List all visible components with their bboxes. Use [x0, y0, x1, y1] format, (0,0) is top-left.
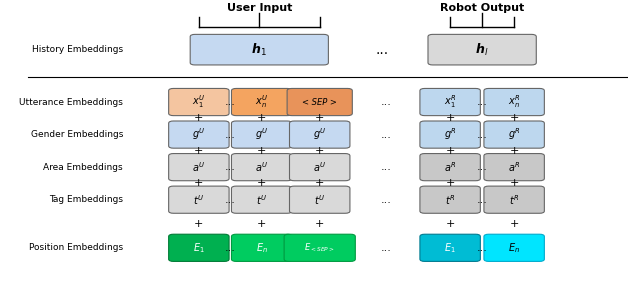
- Text: User Input: User Input: [227, 3, 292, 13]
- FancyBboxPatch shape: [420, 186, 480, 213]
- Text: Robot Output: Robot Output: [440, 3, 524, 13]
- Text: ...: ...: [477, 243, 487, 253]
- Text: $g^U$: $g^U$: [192, 127, 205, 142]
- FancyBboxPatch shape: [232, 154, 292, 181]
- Text: $t^U$: $t^U$: [256, 193, 268, 206]
- Text: $a^R$: $a^R$: [508, 160, 521, 174]
- Text: +: +: [445, 146, 455, 156]
- Text: ...: ...: [477, 162, 487, 172]
- Text: +: +: [315, 219, 325, 229]
- FancyBboxPatch shape: [420, 88, 480, 116]
- FancyBboxPatch shape: [232, 88, 292, 116]
- Text: ...: ...: [225, 195, 236, 205]
- Text: +: +: [315, 113, 325, 123]
- FancyBboxPatch shape: [484, 88, 544, 116]
- Text: $g^U$: $g^U$: [313, 127, 327, 142]
- Text: ...: ...: [381, 162, 391, 172]
- Text: +: +: [445, 113, 455, 123]
- Text: +: +: [194, 219, 203, 229]
- Text: +: +: [257, 146, 266, 156]
- Text: +: +: [194, 113, 203, 123]
- Text: Utterance Embeddings: Utterance Embeddings: [19, 98, 123, 106]
- Text: $E_1$: $E_1$: [193, 241, 205, 255]
- Text: +: +: [257, 219, 266, 229]
- Text: +: +: [194, 178, 203, 188]
- FancyBboxPatch shape: [169, 186, 229, 213]
- Text: $x_1^R$: $x_1^R$: [444, 94, 457, 110]
- Text: $t^U$: $t^U$: [314, 193, 325, 206]
- Text: $g^U$: $g^U$: [255, 127, 268, 142]
- Text: $g^R$: $g^R$: [444, 127, 457, 142]
- Text: ...: ...: [381, 243, 391, 253]
- Text: ...: ...: [376, 43, 389, 57]
- Text: ...: ...: [477, 97, 487, 107]
- FancyBboxPatch shape: [420, 234, 480, 261]
- Text: $E_{<SEP>}$: $E_{<SEP>}$: [305, 242, 335, 254]
- FancyBboxPatch shape: [290, 186, 350, 213]
- Text: $\boldsymbol{h}_l$: $\boldsymbol{h}_l$: [475, 42, 489, 58]
- FancyBboxPatch shape: [484, 154, 544, 181]
- Text: +: +: [257, 113, 266, 123]
- Text: ...: ...: [225, 243, 236, 253]
- Text: ...: ...: [381, 195, 391, 205]
- Text: Gender Embeddings: Gender Embeddings: [31, 130, 123, 139]
- FancyBboxPatch shape: [284, 234, 355, 261]
- Text: $x_n^R$: $x_n^R$: [508, 94, 521, 110]
- Text: $t^R$: $t^R$: [445, 193, 455, 206]
- FancyBboxPatch shape: [290, 154, 350, 181]
- Text: $a^R$: $a^R$: [444, 160, 457, 174]
- Text: +: +: [194, 146, 203, 156]
- Text: ...: ...: [381, 130, 391, 140]
- FancyBboxPatch shape: [420, 154, 480, 181]
- FancyBboxPatch shape: [169, 88, 229, 116]
- FancyBboxPatch shape: [169, 234, 229, 261]
- Text: $E_n$: $E_n$: [256, 241, 268, 255]
- Text: +: +: [445, 219, 455, 229]
- Text: ...: ...: [477, 130, 487, 140]
- Text: $x_1^U$: $x_1^U$: [192, 94, 205, 110]
- Text: ...: ...: [381, 97, 391, 107]
- Text: Area Embeddings: Area Embeddings: [43, 163, 123, 172]
- FancyBboxPatch shape: [232, 121, 292, 148]
- Text: ...: ...: [225, 130, 236, 140]
- Text: +: +: [509, 146, 519, 156]
- FancyBboxPatch shape: [428, 34, 536, 65]
- FancyBboxPatch shape: [484, 234, 544, 261]
- Text: +: +: [509, 113, 519, 123]
- FancyBboxPatch shape: [484, 186, 544, 213]
- Text: < SEP >: < SEP >: [302, 98, 337, 106]
- Text: $a^U$: $a^U$: [192, 160, 205, 174]
- Text: ...: ...: [225, 97, 236, 107]
- Text: $\boldsymbol{h}_1$: $\boldsymbol{h}_1$: [251, 42, 267, 58]
- Text: +: +: [257, 178, 266, 188]
- FancyBboxPatch shape: [232, 234, 292, 261]
- Text: $t^R$: $t^R$: [509, 193, 519, 206]
- Text: +: +: [509, 178, 519, 188]
- Text: History Embeddings: History Embeddings: [32, 45, 123, 54]
- FancyBboxPatch shape: [169, 154, 229, 181]
- Text: ...: ...: [477, 195, 487, 205]
- Text: +: +: [315, 146, 325, 156]
- Text: $a^U$: $a^U$: [313, 160, 327, 174]
- Text: $x_n^U$: $x_n^U$: [255, 94, 268, 110]
- Text: ...: ...: [225, 162, 236, 172]
- Text: $t^U$: $t^U$: [193, 193, 205, 206]
- FancyBboxPatch shape: [287, 88, 352, 116]
- Text: Tag Embeddings: Tag Embeddings: [49, 195, 123, 204]
- FancyBboxPatch shape: [484, 121, 544, 148]
- Text: $g^R$: $g^R$: [508, 127, 521, 142]
- FancyBboxPatch shape: [420, 121, 480, 148]
- Text: $a^U$: $a^U$: [255, 160, 268, 174]
- Text: $E_1$: $E_1$: [444, 241, 456, 255]
- Text: Position Embeddings: Position Embeddings: [29, 243, 123, 252]
- Text: +: +: [315, 178, 325, 188]
- Text: +: +: [445, 178, 455, 188]
- FancyBboxPatch shape: [232, 186, 292, 213]
- Text: +: +: [509, 219, 519, 229]
- FancyBboxPatch shape: [190, 34, 328, 65]
- FancyBboxPatch shape: [169, 121, 229, 148]
- Text: $E_n$: $E_n$: [508, 241, 520, 255]
- FancyBboxPatch shape: [290, 121, 350, 148]
